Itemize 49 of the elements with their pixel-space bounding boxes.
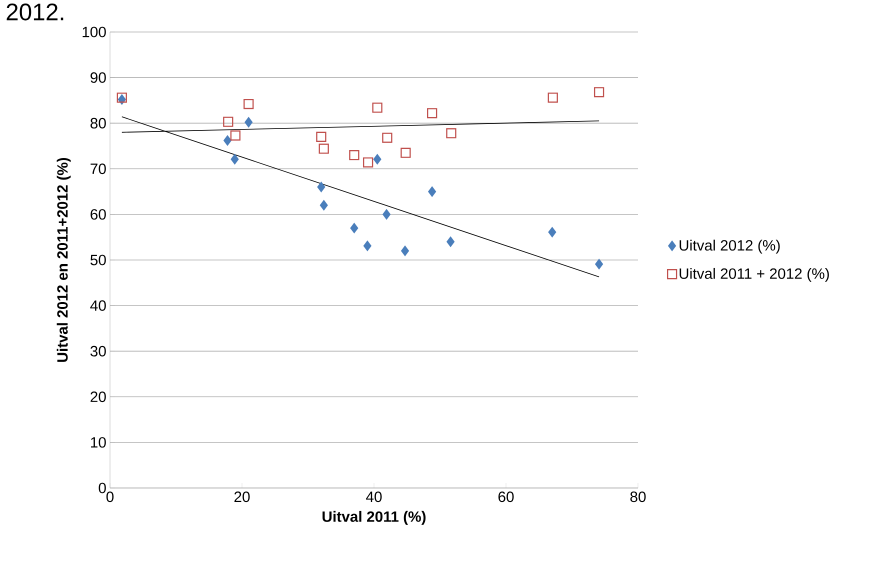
point bbox=[446, 236, 455, 247]
y-tick-label: 50 bbox=[90, 254, 106, 266]
point bbox=[244, 117, 253, 128]
x-tick-label: 40 bbox=[366, 492, 382, 502]
point bbox=[230, 154, 239, 164]
point bbox=[318, 144, 329, 154]
point bbox=[401, 246, 409, 256]
y-tick-label: 90 bbox=[90, 72, 106, 83]
point bbox=[382, 209, 391, 220]
y-tick-label: 60 bbox=[90, 209, 106, 220]
point bbox=[548, 92, 558, 103]
x-tick-label: 0 bbox=[106, 492, 114, 502]
point bbox=[244, 98, 254, 110]
point bbox=[548, 227, 556, 238]
x-axis-title: Uitval 2011 (%) bbox=[322, 510, 426, 525]
point bbox=[594, 87, 604, 98]
y-axis-title: Uitval 2012 en 2011+2012 (%) bbox=[56, 158, 71, 362]
legend-label: Uitval 2011 + 2012 (%) bbox=[680, 268, 829, 282]
y-tick-label: 80 bbox=[90, 118, 106, 128]
point bbox=[350, 222, 358, 234]
x-tick-label: 20 bbox=[234, 492, 250, 502]
point bbox=[400, 148, 411, 158]
y-tick-label: 0 bbox=[98, 482, 106, 494]
point bbox=[316, 132, 326, 142]
y-tick-label: 40 bbox=[90, 300, 106, 311]
text: 2012. bbox=[6, 4, 64, 20]
x-tick-label: 60 bbox=[498, 492, 514, 502]
y-tick-label: 20 bbox=[90, 391, 106, 402]
point bbox=[363, 240, 372, 251]
point bbox=[428, 186, 436, 197]
y-tick-label: 100 bbox=[82, 26, 106, 38]
point bbox=[349, 150, 360, 160]
point bbox=[373, 154, 382, 164]
point bbox=[362, 157, 374, 168]
point bbox=[224, 135, 232, 146]
point bbox=[317, 182, 326, 192]
y-tick-label: 30 bbox=[90, 346, 106, 356]
point bbox=[320, 200, 328, 210]
point bbox=[372, 102, 382, 113]
point bbox=[230, 130, 240, 141]
y-tick-label: 10 bbox=[91, 437, 106, 448]
y-tick-label: 70 bbox=[90, 163, 106, 174]
point bbox=[382, 132, 392, 143]
point bbox=[446, 128, 456, 138]
point bbox=[427, 108, 438, 118]
point bbox=[595, 259, 604, 270]
point bbox=[223, 116, 234, 127]
legend-label: Uitval 2012 (%) bbox=[680, 240, 780, 254]
x-tick-label: 80 bbox=[630, 492, 646, 502]
